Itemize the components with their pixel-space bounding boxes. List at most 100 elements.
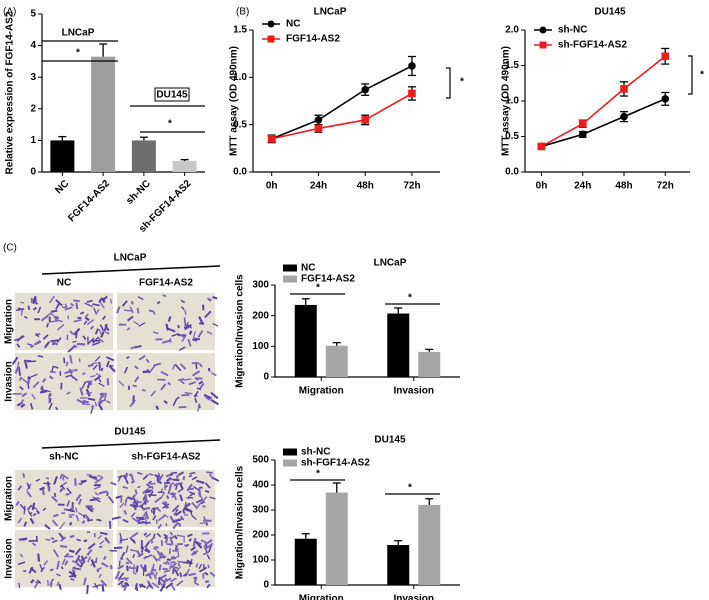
cell — [158, 474, 164, 483]
cell — [157, 523, 162, 530]
cell — [16, 335, 25, 342]
cell — [51, 495, 58, 503]
bar — [50, 140, 75, 172]
cell — [145, 483, 154, 490]
cell — [165, 582, 174, 589]
cell — [144, 516, 148, 526]
y-tick-label: 0.0 — [505, 167, 519, 178]
cell — [191, 514, 197, 521]
cell — [171, 535, 175, 539]
cell — [76, 562, 81, 568]
bar — [418, 505, 441, 585]
cell — [131, 517, 140, 524]
cell — [59, 473, 63, 480]
cell — [41, 385, 45, 393]
cell — [60, 484, 66, 491]
cell — [70, 302, 75, 307]
cell — [137, 485, 141, 489]
cell — [97, 399, 107, 404]
significance-bracket — [446, 67, 451, 99]
cell — [103, 555, 107, 561]
cell — [95, 498, 101, 503]
cell — [94, 491, 99, 496]
cell — [83, 577, 87, 586]
cell — [99, 324, 105, 331]
cell — [177, 549, 180, 558]
cell — [163, 513, 169, 518]
cell — [70, 375, 78, 382]
cell — [76, 398, 86, 405]
cell — [123, 509, 128, 515]
column-label: NC — [57, 278, 71, 289]
cell — [198, 563, 203, 570]
cell — [140, 546, 145, 553]
cell — [15, 501, 20, 506]
cell — [53, 492, 57, 498]
bar — [294, 304, 317, 377]
cell — [95, 308, 100, 315]
cell — [17, 307, 22, 310]
cell — [32, 381, 40, 389]
cell — [100, 579, 108, 587]
cell — [172, 562, 177, 566]
cell — [54, 406, 59, 411]
cell — [86, 548, 93, 556]
cell — [174, 510, 182, 517]
cell — [144, 494, 148, 499]
cell — [86, 391, 92, 395]
x-tick-label: 0h — [266, 181, 278, 192]
x-tick-label: Invasion — [393, 594, 434, 600]
cell — [70, 577, 75, 582]
cell — [172, 492, 178, 501]
cell — [125, 545, 129, 553]
cell — [106, 492, 109, 496]
cell — [100, 367, 104, 372]
cell — [68, 570, 77, 577]
cell — [159, 551, 166, 559]
cell — [49, 320, 59, 323]
y-tick-label: 1.0 — [505, 96, 519, 107]
cell — [147, 480, 152, 485]
cell — [73, 327, 81, 336]
cell — [142, 499, 150, 502]
cell — [138, 354, 146, 361]
cell — [131, 493, 137, 500]
annotation: * — [316, 469, 320, 480]
cell — [97, 534, 103, 540]
cell — [23, 505, 26, 515]
cell — [84, 302, 93, 308]
cell — [23, 521, 27, 527]
cell — [41, 377, 47, 383]
cell — [26, 482, 29, 487]
cell — [144, 548, 151, 554]
bar — [325, 492, 348, 585]
cell — [130, 480, 136, 484]
cell — [171, 333, 178, 337]
cell — [137, 521, 145, 525]
chart-title: DU145 — [374, 435, 406, 446]
cell — [161, 502, 168, 508]
cell — [207, 367, 211, 372]
cell — [206, 297, 211, 302]
cell — [69, 330, 74, 335]
panel-label: (C) — [3, 243, 17, 254]
cell — [181, 306, 185, 311]
cell — [59, 481, 68, 488]
cell — [145, 533, 152, 538]
cell — [172, 478, 180, 482]
cell — [159, 583, 166, 592]
cell — [67, 345, 76, 353]
y-tick-label: 300 — [252, 280, 269, 291]
x-tick-label: 48h — [357, 181, 374, 192]
cell — [150, 540, 154, 544]
x-tick-label: Invasion — [393, 386, 434, 397]
y-tick-label: 4 — [30, 40, 36, 51]
x-tick-label: Migration — [299, 594, 344, 600]
cell — [132, 504, 138, 508]
cell — [177, 522, 182, 527]
cell — [198, 380, 204, 385]
y-axis-label: MTT assay (OD 490nm) — [229, 46, 240, 156]
cell — [179, 572, 183, 578]
cell — [163, 561, 168, 565]
marker — [620, 85, 628, 93]
